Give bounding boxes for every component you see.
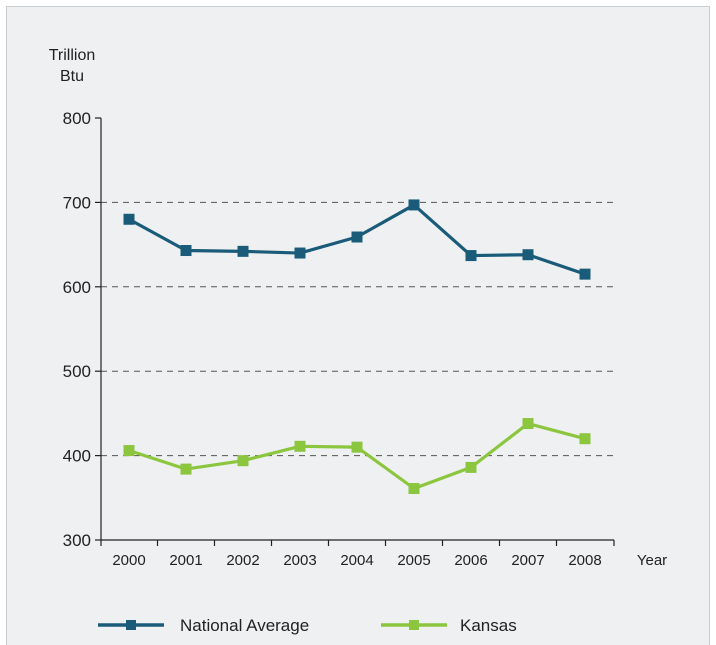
legend-marker-national-average	[126, 620, 136, 630]
x-axis-title: Year	[637, 552, 667, 569]
y-tick-label: 300	[63, 531, 91, 550]
data-point-national-average	[351, 231, 363, 243]
x-tick-label: 2008	[568, 552, 601, 569]
series-group	[123, 199, 591, 495]
data-point-national-average	[180, 245, 192, 257]
data-point-kansas	[351, 441, 363, 453]
data-point-national-average	[237, 245, 249, 257]
y-ticks: 300 400 500 600 700 800	[63, 109, 101, 550]
x-tick-label: 2002	[226, 552, 259, 569]
data-point-national-average	[522, 249, 534, 261]
y-axis-title-line2: Btu	[60, 68, 84, 85]
legend-label-national-average: National Average	[180, 616, 309, 635]
x-tick-label: 2001	[169, 552, 202, 569]
x-ticks: 2000 2001 2002 2003 2004 2005 2006 2007 2008	[100, 540, 615, 569]
data-point-kansas	[465, 461, 477, 473]
x-tick-label: 2003	[283, 552, 316, 569]
series-kansas	[123, 418, 591, 495]
x-tick-label: 2004	[340, 552, 373, 569]
legend: National Average Kansas	[98, 616, 517, 635]
x-tick-label: 2007	[511, 552, 544, 569]
y-tick-label: 800	[63, 109, 91, 128]
y-axis-title-line1: Trillion	[49, 47, 96, 64]
data-point-national-average	[408, 199, 420, 211]
data-point-national-average	[465, 250, 477, 262]
data-point-national-average	[294, 247, 306, 259]
y-tick-label: 700	[63, 193, 91, 212]
data-point-kansas	[237, 455, 249, 467]
y-tick-label: 400	[63, 447, 91, 466]
data-point-kansas	[294, 440, 306, 452]
y-tick-label: 500	[63, 362, 91, 381]
legend-label-kansas: Kansas	[460, 616, 517, 635]
data-point-kansas	[522, 418, 534, 430]
data-point-kansas	[180, 463, 192, 475]
data-point-kansas	[579, 433, 591, 445]
chart-panel	[6, 6, 710, 645]
x-tick-label: 2000	[112, 552, 145, 569]
data-point-national-average	[579, 268, 591, 280]
data-point-national-average	[123, 213, 135, 225]
axes	[100, 118, 614, 541]
legend-item-kansas: Kansas	[381, 616, 517, 635]
x-tick-label: 2006	[454, 552, 487, 569]
legend-marker-kansas	[409, 620, 419, 630]
data-point-kansas	[408, 483, 420, 495]
series-national-average	[123, 199, 591, 280]
legend-item-national-average: National Average	[98, 616, 309, 635]
data-point-kansas	[123, 445, 135, 457]
gridlines	[101, 201, 614, 457]
y-tick-label: 600	[63, 278, 91, 297]
x-tick-label: 2005	[397, 552, 430, 569]
